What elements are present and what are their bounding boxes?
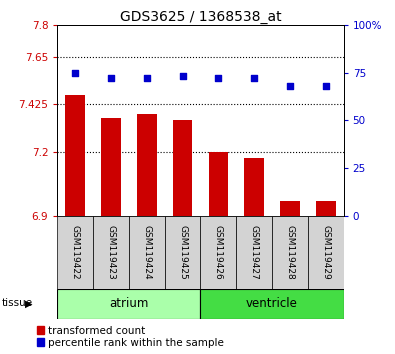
Bar [129,216,165,289]
Point [144,75,150,81]
Bar [57,289,201,319]
Bar [236,216,272,289]
Bar [65,95,85,216]
Point [215,75,222,81]
Text: GSM119423: GSM119423 [107,225,115,280]
Text: atrium: atrium [109,297,149,310]
Text: GSM119428: GSM119428 [286,225,294,280]
Text: tissue: tissue [2,298,33,308]
Bar [272,216,308,289]
Bar [201,289,344,319]
Bar [93,216,129,289]
Text: GSM119429: GSM119429 [321,225,330,280]
Text: GSM119424: GSM119424 [142,225,151,280]
Bar [209,152,228,216]
Point [287,83,293,89]
Text: GSM119425: GSM119425 [178,225,187,280]
Bar [101,118,121,216]
Bar [280,201,300,216]
Title: GDS3625 / 1368538_at: GDS3625 / 1368538_at [120,10,281,24]
Text: GSM119426: GSM119426 [214,225,223,280]
Bar [137,114,156,216]
Text: ventricle: ventricle [246,297,298,310]
Bar [201,216,236,289]
Legend: transformed count, percentile rank within the sample: transformed count, percentile rank withi… [37,326,224,348]
Point [323,83,329,89]
Point [251,75,257,81]
Text: ▶: ▶ [25,298,32,308]
Bar [245,158,264,216]
Text: GSM119422: GSM119422 [71,225,80,280]
Point [108,75,114,81]
Bar [308,216,344,289]
Point [179,74,186,79]
Point [72,70,78,75]
Text: GSM119427: GSM119427 [250,225,259,280]
Bar [57,216,93,289]
Bar [165,216,201,289]
Bar [173,120,192,216]
Bar [316,201,336,216]
